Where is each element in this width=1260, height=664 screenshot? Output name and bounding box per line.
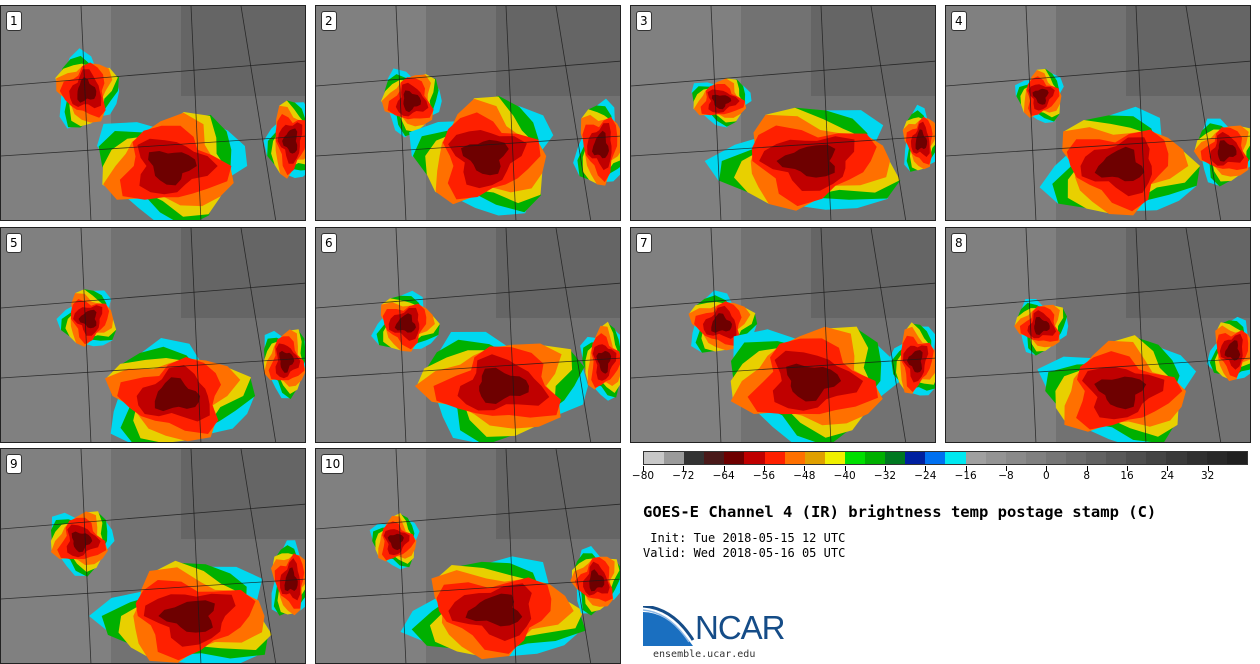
ensemble-member-panel: 9: [0, 448, 306, 664]
colorbar-tick: [925, 466, 927, 471]
ensemble-member-panel: 3: [630, 5, 936, 221]
panel-number: 3: [636, 11, 652, 31]
colorbar-tick: [885, 466, 886, 471]
panel-number: 7: [636, 233, 652, 253]
ensemble-member-panel: 7: [630, 227, 936, 443]
colorbar-tick: [683, 466, 685, 471]
colorbar-tick: [844, 466, 846, 471]
site-url: ensemble.ucar.edu: [653, 649, 756, 660]
panel-number: 2: [321, 11, 337, 31]
ensemble-member-panel: 2: [315, 5, 621, 221]
colorbar-swatch: [844, 452, 866, 464]
colorbar-swatch: [644, 452, 665, 464]
ncar-swoosh-icon: [642, 604, 695, 646]
colorbar-swatch: [1226, 452, 1247, 464]
colorbar-tick: [1127, 466, 1128, 471]
colorbar-swatch: [1086, 452, 1107, 464]
colorbar-tick: [723, 466, 725, 471]
panel-number: 6: [321, 233, 337, 253]
colorbar-swatch: [784, 452, 805, 464]
colorbar-swatch: [764, 452, 785, 464]
colorbar-tick-label: −32: [873, 470, 897, 482]
colorbar-tick-label: 24: [1160, 470, 1175, 482]
colorbar-swatch: [945, 452, 966, 464]
panel-number: 1: [6, 11, 22, 31]
valid-time: Valid: Wed 2018-05-16 05 UTC: [643, 546, 846, 560]
colorbar-swatch: [704, 452, 725, 464]
colorbar-tick: [965, 466, 967, 471]
colorbar-tick: [1086, 466, 1088, 471]
colorbar-swatch: [804, 452, 825, 464]
colorbar-swatch: [905, 452, 926, 464]
colorbar-swatch: [664, 452, 685, 464]
panel-number: 8: [951, 233, 967, 253]
colorbar-tick-label: −72: [672, 470, 695, 482]
ncar-logo: NCAR: [642, 604, 803, 648]
colorbar-swatch: [1065, 452, 1087, 464]
ensemble-member-panel: 4: [945, 5, 1251, 221]
colorbar-tick: [643, 466, 644, 471]
colorbar-tick-label: 8: [1083, 470, 1090, 482]
colorbar-tick: [1207, 466, 1209, 471]
ensemble-member-panel: 5: [0, 227, 306, 443]
satellite-map: [316, 6, 620, 220]
satellite-map: [946, 6, 1250, 220]
colorbar-swatch: [1106, 452, 1127, 464]
satellite-map: [631, 6, 935, 220]
ncar-logo-text: NCAR: [695, 609, 786, 646]
satellite-map: [946, 228, 1250, 442]
colorbar-tick-label: −40: [833, 470, 856, 482]
ensemble-member-panel: 10: [315, 448, 621, 664]
satellite-map: [316, 449, 620, 663]
colorbar-swatch: [684, 452, 705, 464]
satellite-map: [1, 6, 305, 220]
colorbar-tick-label: −24: [914, 470, 937, 482]
satellite-map: [316, 228, 620, 442]
panel-number: 5: [6, 233, 22, 253]
satellite-map: [631, 228, 935, 442]
colorbar-swatch: [865, 452, 886, 464]
ensemble-member-panel: 6: [315, 227, 621, 443]
colorbar-tick-label: 32: [1200, 470, 1215, 482]
init-time: Init: Tue 2018-05-15 12 UTC: [643, 531, 846, 545]
colorbar-swatch: [1045, 452, 1066, 464]
satellite-map: [1, 228, 305, 442]
panel-number: 4: [951, 11, 967, 31]
colorbar-swatch: [965, 452, 986, 464]
colorbar-swatch: [1025, 452, 1046, 464]
colorbar-swatch: [824, 452, 845, 464]
colorbar-swatch: [1146, 452, 1167, 464]
colorbar-tick: [764, 466, 765, 471]
colorbar-swatch: [1206, 452, 1227, 464]
colorbar-tick: [804, 466, 806, 471]
panel-number: 10: [321, 454, 345, 474]
colorbar-ticks: −80 −72 −64 −56 −48 −40 −32 −24 −16 −8 0 8 16 24 32: [632, 466, 1248, 486]
colorbar-swatch: [1126, 452, 1147, 464]
colorbar-tick: [1006, 466, 1007, 471]
colorbar-tick-label: 16: [1120, 470, 1134, 482]
panel-number: 9: [6, 454, 22, 474]
colorbar: [643, 451, 1248, 465]
colorbar-swatch: [1166, 452, 1187, 464]
colorbar-tick: [1167, 466, 1169, 471]
colorbar-tick: [1046, 466, 1048, 471]
ensemble-member-panel: 1: [0, 5, 306, 221]
satellite-map: [1, 449, 305, 663]
colorbar-swatch: [1186, 452, 1207, 464]
colorbar-tick-label: −16: [954, 470, 977, 482]
colorbar-swatch: [985, 452, 1006, 464]
ensemble-member-panel: 8: [945, 227, 1251, 443]
colorbar-swatch: [885, 452, 906, 464]
colorbar-tick-label: −48: [793, 470, 816, 482]
colorbar-swatch: [1005, 452, 1026, 464]
colorbar-tick-label: −8: [998, 470, 1014, 482]
colorbar-tick-label: −64: [712, 470, 735, 482]
colorbar-tick-label: −56: [752, 470, 776, 482]
colorbar-tick-label: −80: [631, 470, 655, 482]
colorbar-tick-label: 0: [1042, 470, 1050, 482]
colorbar-swatch: [925, 452, 946, 464]
figure-title: GOES-E Channel 4 (IR) brightness temp po…: [643, 503, 1157, 521]
colorbar-swatch: [744, 452, 765, 464]
colorbar-swatch: [724, 452, 745, 464]
